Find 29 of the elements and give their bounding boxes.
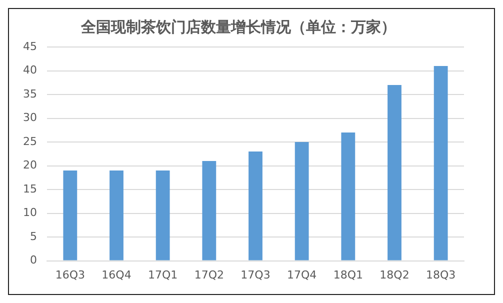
chart-title: 全国现制茶饮门店数量增长情况（单位：万家） xyxy=(80,18,396,36)
x-tick-label: 17Q3 xyxy=(240,268,270,282)
bar xyxy=(110,170,124,260)
x-tick-label: 18Q1 xyxy=(333,268,363,282)
y-tick-label: 20 xyxy=(22,158,37,172)
bar xyxy=(63,170,78,260)
bar xyxy=(248,152,262,260)
y-tick-label: 0 xyxy=(30,254,37,267)
bar xyxy=(388,85,402,260)
bar xyxy=(341,132,356,260)
x-tick-label: 17Q4 xyxy=(287,268,317,282)
x-tick-label: 17Q2 xyxy=(194,268,224,282)
bar xyxy=(156,170,170,260)
y-tick-label: 5 xyxy=(30,230,37,243)
y-tick-label: 35 xyxy=(22,87,37,100)
x-tick-label: 18Q2 xyxy=(380,268,410,282)
x-tick-label: 16Q3 xyxy=(55,268,85,282)
y-tick-label: 25 xyxy=(22,134,37,148)
x-tick-label: 17Q1 xyxy=(148,268,178,282)
bar xyxy=(202,161,216,260)
y-tick-label: 10 xyxy=(22,206,37,220)
y-tick-label: 45 xyxy=(22,40,37,53)
y-tick-label: 15 xyxy=(22,182,37,196)
bar xyxy=(294,142,309,260)
x-tick-label: 18Q3 xyxy=(426,268,456,282)
y-tick-label: 40 xyxy=(22,64,37,77)
x-tick-label: 16Q4 xyxy=(102,268,132,282)
y-tick-label: 30 xyxy=(22,111,37,124)
bar xyxy=(434,66,448,260)
